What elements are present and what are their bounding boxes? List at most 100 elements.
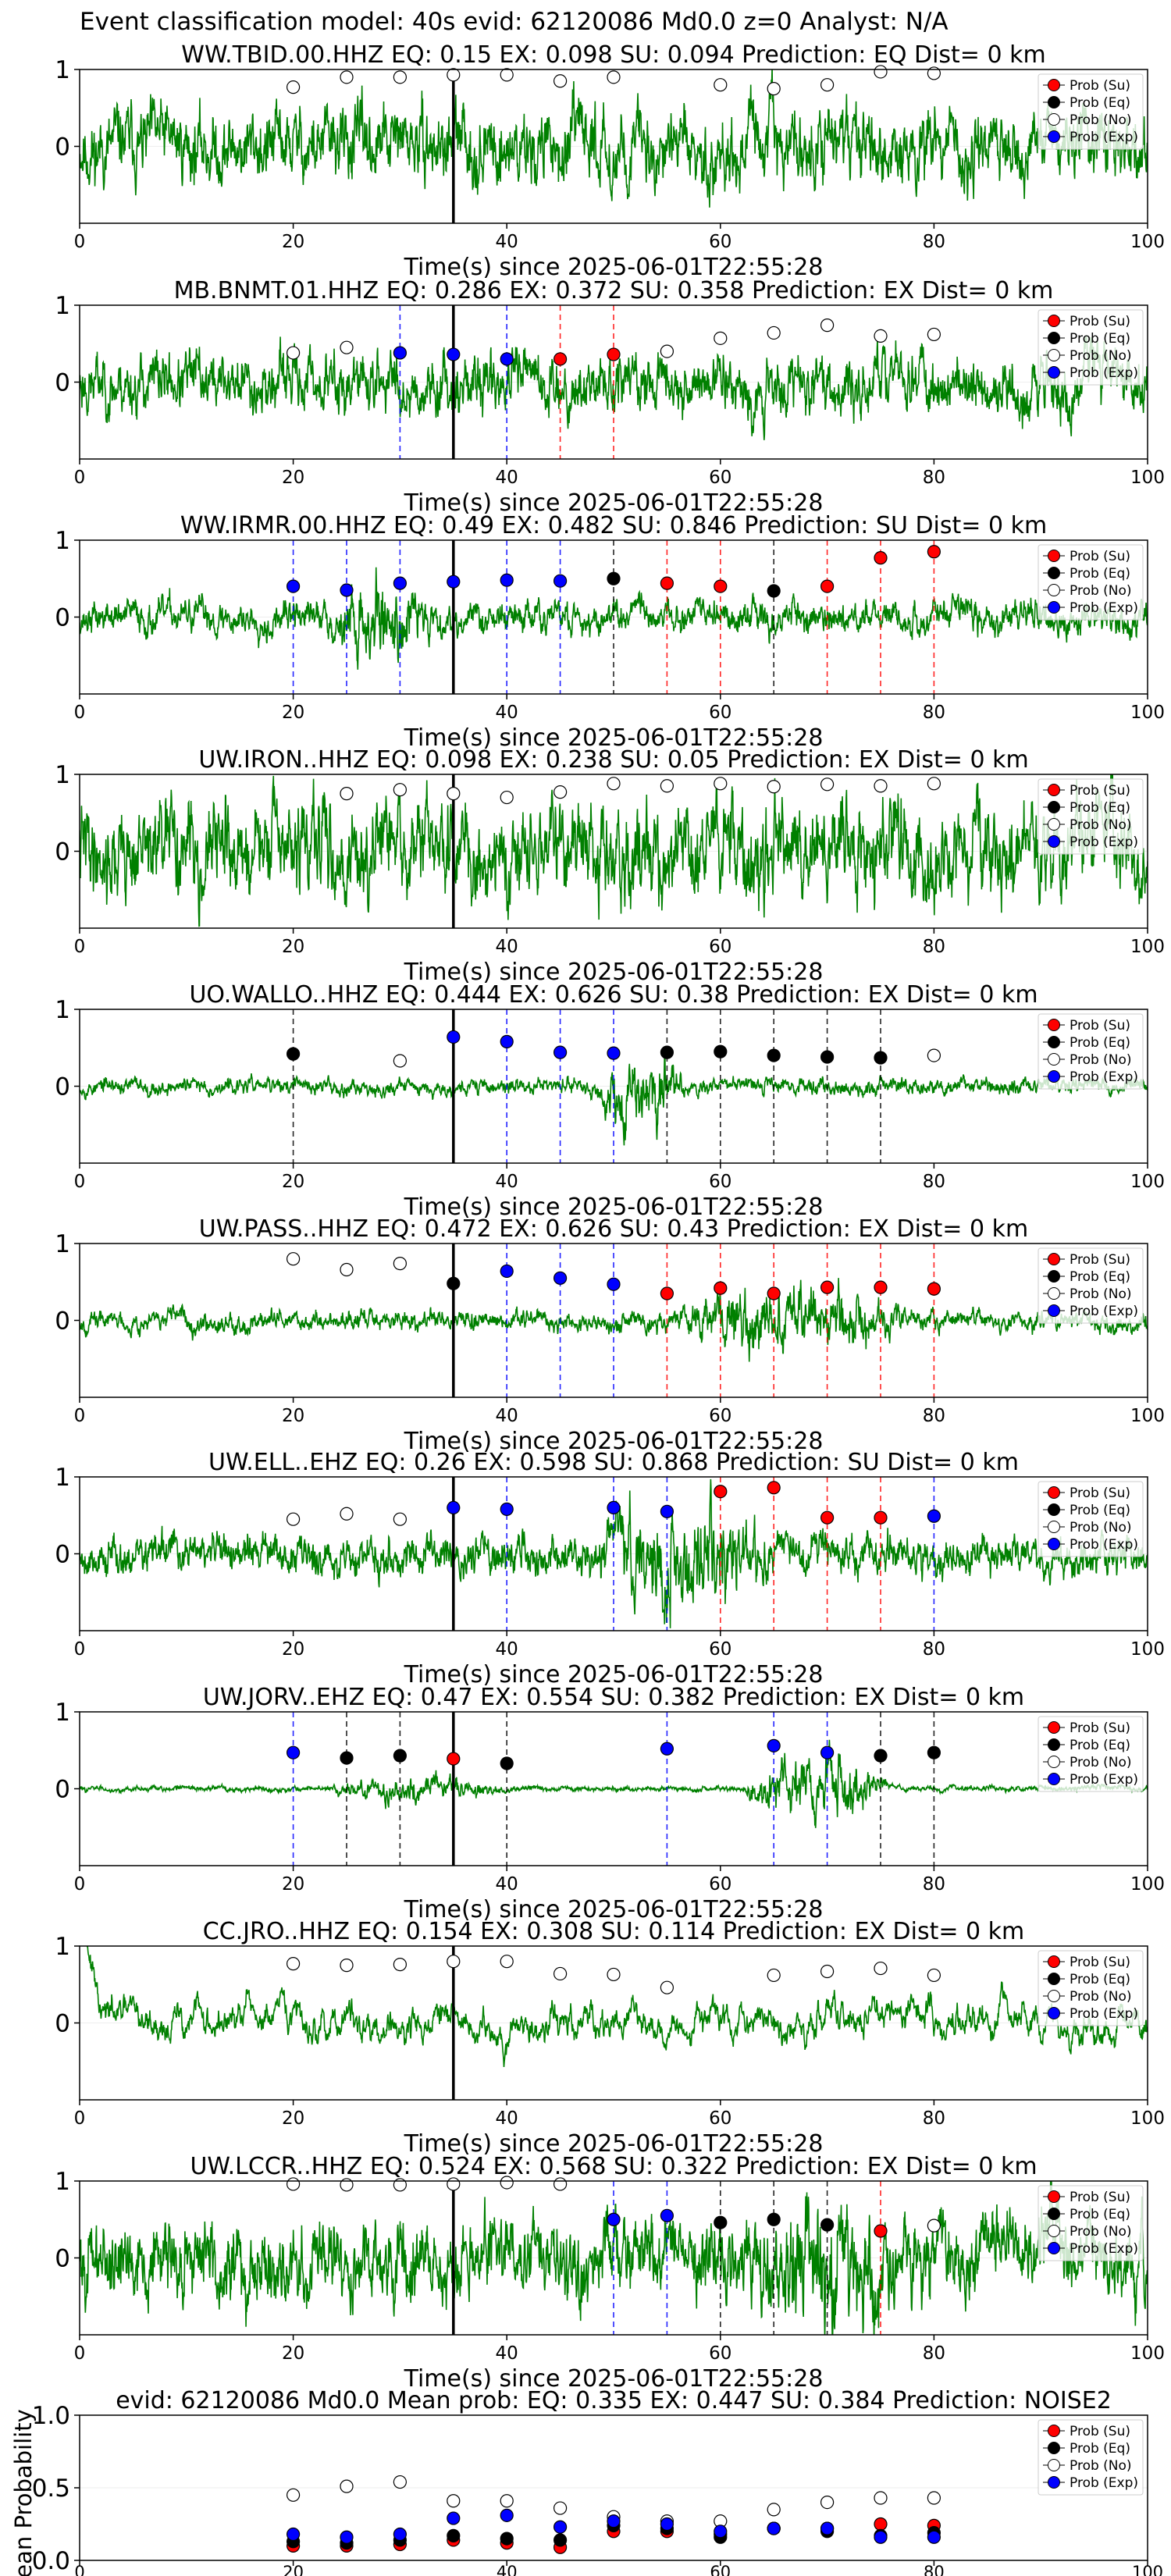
- panel-6: UW.PASS..HHZ EQ: 0.472 EX: 0.626 SU: 0.4…: [55, 1215, 1165, 1455]
- panel-3-xtick-label-60: 60: [709, 703, 731, 723]
- panel-8-point-8: [874, 1749, 888, 1763]
- panel-6-legend-marker-no: [1048, 1287, 1060, 1300]
- panel-1-point-8: [767, 82, 781, 96]
- panel-9-xtick-label-100: 100: [1130, 2108, 1165, 2129]
- panel-8-waveform: [80, 1739, 1148, 1828]
- panel-1-legend-marker-exp: [1048, 130, 1060, 143]
- panel-4-point-4: [553, 785, 568, 799]
- panel-3-legend-marker-su: [1048, 550, 1060, 562]
- panel-6-legend-label-exp: Prob (Exp): [1070, 1304, 1138, 1319]
- panel-6-xtick-label-40: 40: [496, 1406, 518, 1426]
- panel-10-legend-marker-eq: [1048, 2208, 1060, 2220]
- panel-6-point-10: [820, 1280, 835, 1294]
- panel-1-waveform: [80, 69, 1148, 208]
- panel-2-xtick-label-60: 60: [709, 468, 731, 488]
- panel-8-legend-marker-exp: [1048, 1773, 1060, 1785]
- panel-9-legend-label-su: Prob (Su): [1070, 1955, 1130, 1970]
- panel-5-point-7: [714, 1044, 728, 1059]
- panel-2-legend-box: [1038, 309, 1144, 386]
- panel-3-point-11: [874, 551, 888, 565]
- panel-7-point-3: [447, 1500, 461, 1515]
- panel-5-legend-label-no: Prob (No): [1070, 1052, 1132, 1068]
- panel-1-point-11: [927, 66, 941, 80]
- panel-4-legend-label-su: Prob (Su): [1070, 783, 1130, 799]
- panel-6-title: UW.PASS..HHZ EQ: 0.472 EX: 0.626 SU: 0.4…: [199, 1215, 1028, 1243]
- panel-9-xlabel: Time(s) since 2025-06-01T22:55:28: [404, 2130, 824, 2158]
- panel-4-xtick-label-0: 0: [74, 937, 86, 957]
- panel-4-xtick-label-60: 60: [709, 937, 731, 957]
- panel-9-legend-box: [1038, 1950, 1144, 2026]
- panel-9-point-11: [927, 1968, 941, 1983]
- panel-5-legend-marker-su: [1048, 1019, 1060, 1031]
- panel-4-point-5: [607, 777, 621, 791]
- panel-8-point-1: [340, 1751, 354, 1765]
- panel-9-point-0: [287, 1957, 301, 1971]
- panel-7-point-2: [393, 1512, 408, 1526]
- panel-6-legend-label-eq: Prob (Eq): [1070, 1269, 1130, 1285]
- panel-9-xtick-label-60: 60: [709, 2108, 731, 2129]
- panel-8-point-3: [447, 1752, 461, 1766]
- panel-1-xtick-label-100: 100: [1130, 232, 1165, 252]
- panel-6-xtick-label-100: 100: [1130, 1406, 1165, 1426]
- panel-11-point-eq-4: [500, 2532, 514, 2546]
- panel-1-legend-marker-eq: [1048, 96, 1060, 109]
- panel-6-point-4: [500, 1264, 514, 1279]
- panel-10-xtick-label-100: 100: [1130, 2343, 1165, 2364]
- panel-7-point-4: [500, 1502, 514, 1516]
- panel-4-xtick-label-80: 80: [923, 937, 945, 957]
- panel-7-xtick-label-20: 20: [282, 1639, 304, 1660]
- panel-7-legend-label-eq: Prob (Eq): [1070, 1503, 1130, 1518]
- panel-11-point-no-11: [874, 2491, 888, 2505]
- panel-8-legend-marker-no: [1048, 1756, 1060, 1768]
- panel-11-point-exp-1: [340, 2530, 354, 2544]
- panel-5-point-5: [607, 1046, 621, 1060]
- panel-11-ylabel: Mean Probability: [10, 2409, 37, 2576]
- panel-11-point-su-11: [874, 2517, 888, 2532]
- panel-2-legend-label-eq: Prob (Eq): [1070, 331, 1130, 347]
- panel-2-point-5: [553, 352, 568, 366]
- panel-9-point-5: [553, 1966, 568, 1981]
- panel-4-legend-marker-eq: [1048, 801, 1060, 813]
- panel-9-legend-marker-su: [1048, 1955, 1060, 1968]
- panel-10-xtick-label-20: 20: [282, 2343, 304, 2364]
- figure-title: Event classification model: 40s evid: 62…: [80, 8, 949, 36]
- panel-4-xtick-label-20: 20: [282, 937, 304, 957]
- panel-10-ytick-label-1: 1: [55, 2168, 70, 2196]
- panel-11-legend-label-exp: Prob (Exp): [1070, 2475, 1138, 2491]
- panel-11-legend-label-no: Prob (No): [1070, 2458, 1132, 2474]
- panel-6-legend-marker-exp: [1048, 1304, 1060, 1317]
- panel-11-point-no-2: [393, 2475, 408, 2489]
- panel-3-point-10: [820, 579, 835, 593]
- panel-7-xtick-label-0: 0: [74, 1639, 86, 1660]
- panel-7-legend-marker-exp: [1048, 1538, 1060, 1550]
- panel-1-legend-label-su: Prob (Su): [1070, 78, 1130, 94]
- panel-5-legend-label-exp: Prob (Exp): [1070, 1069, 1138, 1085]
- panel-11-point-exp-0: [287, 2527, 301, 2542]
- panel-9-legend-label-eq: Prob (Eq): [1070, 1972, 1130, 1987]
- panel-7-ytick-label-0: 0: [55, 1541, 70, 1569]
- panel-2-point-4: [500, 352, 514, 366]
- panel-5-point-2: [447, 1030, 461, 1044]
- panel-3-xlabel: Time(s) since 2025-06-01T22:55:28: [404, 724, 824, 752]
- panel-9-legend-marker-eq: [1048, 1973, 1060, 1985]
- panel-10-point-3: [447, 2177, 461, 2191]
- panel-8-xtick-label-20: 20: [282, 1874, 304, 1895]
- panel-4-waveform: [80, 774, 1148, 927]
- panel-5-ytick-label-0: 0: [55, 1073, 70, 1101]
- panel-4-legend-label-exp: Prob (Exp): [1070, 834, 1138, 850]
- panel-11-point-exp-4: [500, 2508, 514, 2522]
- panel-6-ytick-label-1: 1: [55, 1230, 70, 1258]
- panel-10-ytick-label-0: 0: [55, 2245, 70, 2273]
- panel-1-point-9: [820, 78, 835, 92]
- panel-4-point-11: [927, 777, 941, 791]
- panel-4-xtick-label-100: 100: [1130, 937, 1165, 957]
- panel-4-legend-marker-exp: [1048, 835, 1060, 848]
- panel-2-xtick-label-100: 100: [1130, 468, 1165, 488]
- panel-3-legend-label-eq: Prob (Eq): [1070, 566, 1130, 582]
- panel-3-ytick-label-1: 1: [55, 527, 70, 555]
- panel-8-point-4: [500, 1756, 514, 1770]
- panel-4-title: UW.IRON..HHZ EQ: 0.098 EX: 0.238 SU: 0.0…: [198, 746, 1028, 774]
- panel-3-legend-label-exp: Prob (Exp): [1070, 600, 1138, 616]
- panel-11-ytick-label-1: 1.0: [32, 2402, 70, 2430]
